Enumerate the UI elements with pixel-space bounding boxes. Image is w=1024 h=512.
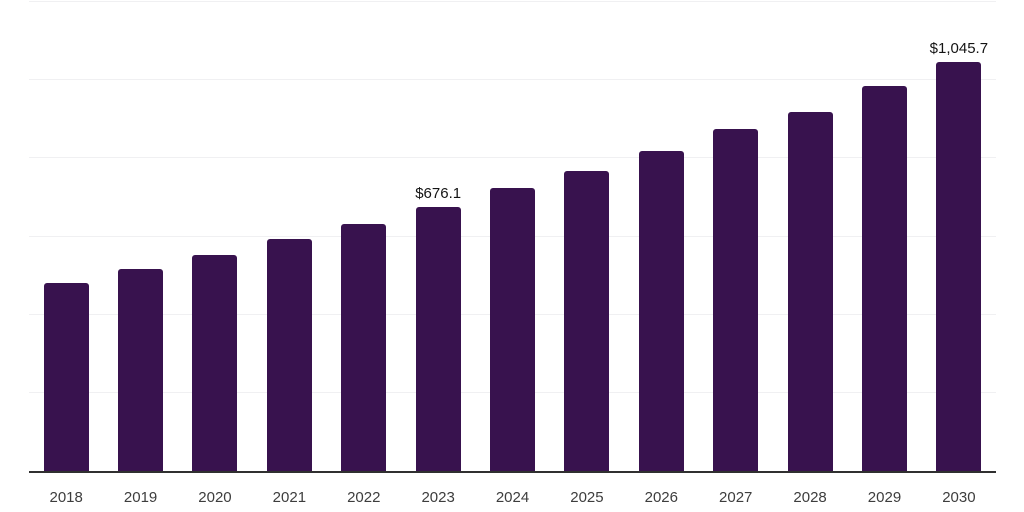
bar-2024 [490,188,536,471]
bar-slot [847,2,921,471]
bar-slot [29,2,103,471]
x-axis-tick-label: 2019 [123,489,158,506]
gridline [29,1,996,2]
bar-slot [103,2,177,471]
bar-2022 [341,223,387,471]
x-axis-labels: 2018 2019 2020 2021 2022 2023 2024 2025 2026 2027… [29,489,996,506]
bar-slot [624,2,698,471]
x-axis-tick-label: 2024 [495,489,530,506]
x-axis-tick-label: 2027 [719,489,753,506]
bar-2030 [936,62,982,471]
x-axis-tick-label: 2030 [942,489,976,506]
bar-slot [699,2,773,471]
bar-slot [252,2,326,471]
gridline [29,157,996,159]
bar-2020 [192,255,238,471]
bar-value-label: $1,045.7 [929,40,989,58]
bar-slot [327,2,401,471]
x-axis-tick-label: 2029 [867,489,902,506]
x-axis-tick-label: 2021 [272,489,307,506]
bar-2027 [713,128,759,471]
bar-2025 [564,170,610,471]
bar-slot [475,2,549,471]
bar-2023 [415,206,461,471]
x-axis-tick-label: 2026 [644,489,678,506]
x-axis-tick-label: 2025 [570,489,604,506]
x-axis-tick-label: 2020 [198,489,232,506]
bar-2029 [861,86,907,471]
x-axis-tick-label: 2023 [421,489,455,506]
bar-2028 [787,111,833,471]
bar-slot: $676.1 [401,2,475,471]
gridline [29,79,996,81]
bar-slot [550,2,624,471]
x-axis-tick-label: 2018 [49,489,83,506]
bar-2026 [638,150,684,471]
bar-slot [773,2,847,471]
bar-2019 [118,269,164,471]
x-axis-tick-label: 2028 [793,489,827,506]
bar-slot: $1,045.7 [922,2,996,471]
bar-2018 [43,283,89,471]
plot-area: $676.1 $1,045.7 [29,1,996,473]
x-axis-tick-label: 2022 [347,489,381,506]
bar-slot [178,2,252,471]
bar-2021 [266,239,312,471]
bars: $676.1 $1,045.7 [29,2,996,471]
bar-value-label: $676.1 [415,184,462,202]
